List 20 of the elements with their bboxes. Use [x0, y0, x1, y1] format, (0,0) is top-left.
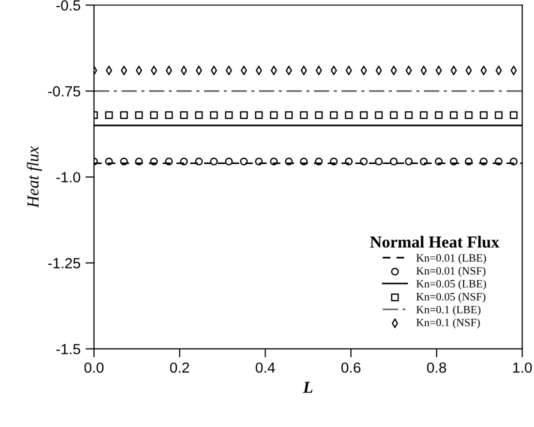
x-tick-label: 1.0 [513, 362, 532, 373]
y-tick-label: -1.5 [56, 344, 80, 354]
legend-title: Normal Heat Flux [370, 236, 500, 248]
legend-label: Kn=0.05 (NSF) [416, 292, 486, 303]
legend-label: Kn=0.01 (NSF) [416, 266, 486, 277]
legend-label: Kn=0.1 (LBE) [416, 306, 480, 316]
y-tick-label: -0.5 [56, 0, 80, 11]
x-tick-label: 0.0 [84, 362, 104, 373]
legend-label: Kn=0.05 (LBE) [416, 280, 486, 290]
legend-label: Kn=0.1 (NSF) [416, 318, 480, 329]
x-tick-label: 0.6 [341, 362, 360, 373]
x-axis-title: L [302, 382, 312, 393]
x-tick-label: 0.2 [170, 362, 190, 373]
legend-label: Kn=0.01 (LBE) [416, 254, 486, 264]
x-tick-label: 0.4 [256, 362, 275, 373]
x-tick-label: 0.8 [427, 362, 446, 373]
y-axis-title: Heat flux [26, 146, 42, 208]
y-tick-label: -1.25 [48, 258, 80, 268]
y-tick-label: -0.75 [48, 86, 80, 96]
y-tick-label: -1.0 [56, 172, 80, 182]
